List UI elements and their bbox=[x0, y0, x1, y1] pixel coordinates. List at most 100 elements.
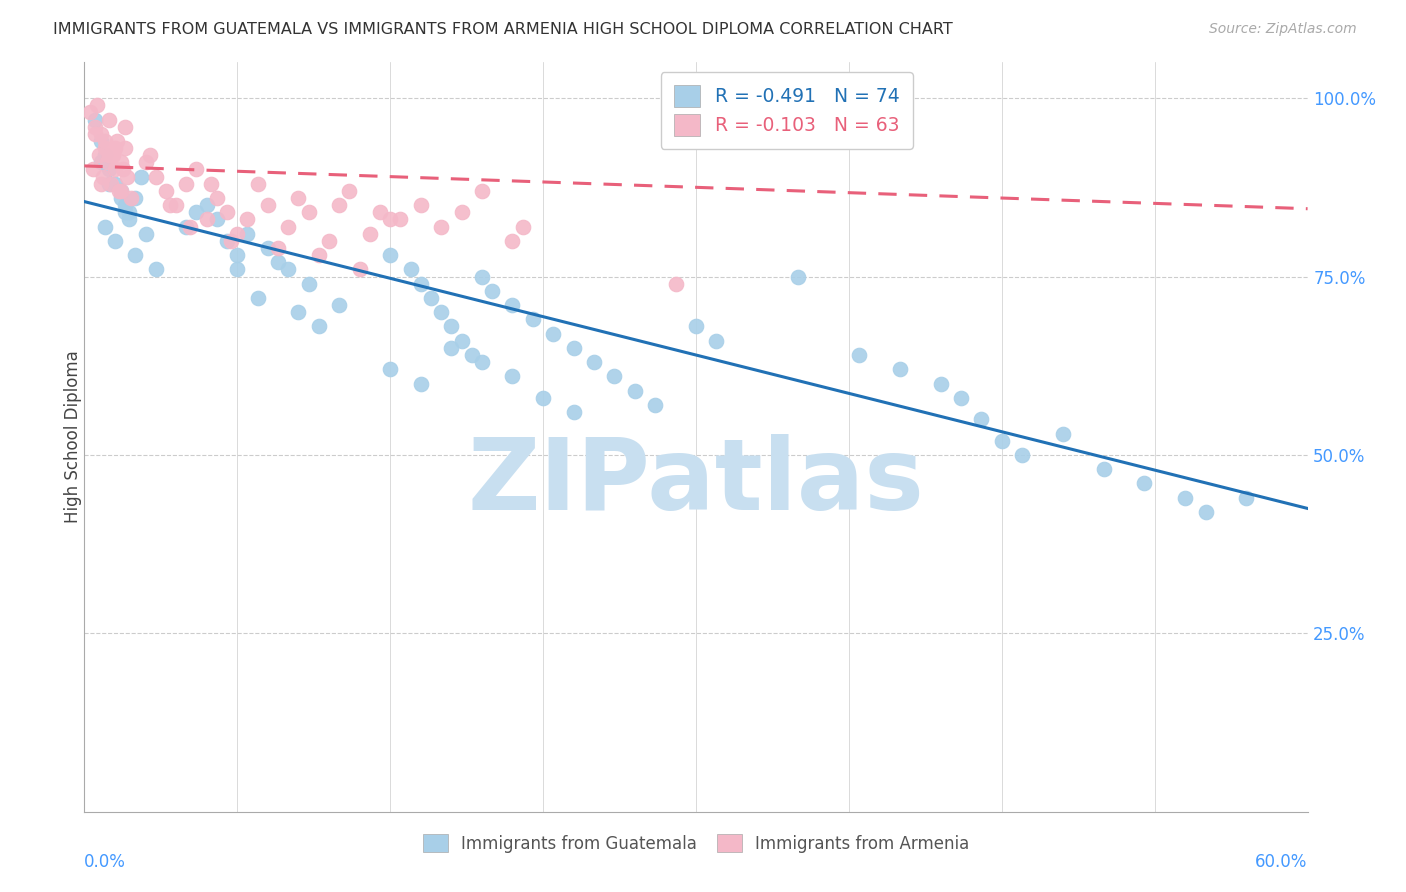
Point bbox=[665, 277, 688, 291]
Point bbox=[389, 212, 412, 227]
Point bbox=[1174, 491, 1197, 505]
Point bbox=[246, 291, 269, 305]
Point bbox=[1195, 505, 1218, 519]
Point bbox=[531, 391, 554, 405]
Point bbox=[562, 341, 585, 355]
Point bbox=[108, 184, 131, 198]
Point bbox=[93, 141, 115, 155]
Point bbox=[409, 376, 432, 391]
Point bbox=[409, 277, 432, 291]
Point bbox=[298, 277, 321, 291]
Legend: Immigrants from Guatemala, Immigrants from Armenia: Immigrants from Guatemala, Immigrants fr… bbox=[416, 828, 976, 860]
Point bbox=[186, 162, 208, 177]
Point bbox=[110, 184, 132, 198]
Point bbox=[430, 219, 453, 234]
Point bbox=[114, 205, 136, 219]
Point bbox=[706, 334, 728, 348]
Point bbox=[349, 262, 371, 277]
Point bbox=[105, 134, 128, 148]
Point bbox=[79, 105, 101, 120]
Point bbox=[138, 148, 160, 162]
Point bbox=[205, 212, 228, 227]
Point bbox=[195, 212, 218, 227]
Point bbox=[104, 177, 127, 191]
Point bbox=[287, 305, 309, 319]
Point bbox=[91, 169, 114, 184]
Point bbox=[145, 262, 167, 277]
Point bbox=[246, 177, 269, 191]
Y-axis label: High School Diploma: High School Diploma bbox=[65, 351, 82, 524]
Point bbox=[430, 305, 453, 319]
Point bbox=[226, 262, 249, 277]
Text: IMMIGRANTS FROM GUATEMALA VS IMMIGRANTS FROM ARMENIA HIGH SCHOOL DIPLOMA CORRELA: IMMIGRANTS FROM GUATEMALA VS IMMIGRANTS … bbox=[53, 22, 953, 37]
Point bbox=[889, 362, 911, 376]
Point bbox=[512, 219, 534, 234]
Point bbox=[114, 198, 136, 212]
Point bbox=[1133, 476, 1156, 491]
Point bbox=[1052, 426, 1074, 441]
Point bbox=[114, 120, 136, 134]
Point bbox=[96, 155, 118, 169]
Point bbox=[159, 198, 181, 212]
Point bbox=[86, 98, 108, 112]
Point bbox=[83, 127, 105, 141]
Point bbox=[991, 434, 1014, 448]
Point bbox=[93, 219, 115, 234]
Point bbox=[131, 169, 153, 184]
Point bbox=[236, 212, 259, 227]
Point bbox=[298, 205, 321, 219]
Point bbox=[217, 234, 239, 248]
Point bbox=[277, 262, 299, 277]
Point bbox=[90, 177, 112, 191]
Point bbox=[257, 198, 280, 212]
Point bbox=[287, 191, 309, 205]
Point bbox=[165, 198, 187, 212]
Point bbox=[440, 319, 463, 334]
Text: Source: ZipAtlas.com: Source: ZipAtlas.com bbox=[1209, 22, 1357, 37]
Point bbox=[1011, 448, 1033, 462]
Point bbox=[236, 227, 259, 241]
Point bbox=[471, 355, 494, 369]
Point bbox=[104, 162, 127, 177]
Point bbox=[100, 177, 122, 191]
Point bbox=[318, 234, 340, 248]
Point bbox=[380, 248, 402, 262]
Point bbox=[471, 269, 494, 284]
Point bbox=[104, 234, 127, 248]
Point bbox=[502, 234, 524, 248]
Text: 60.0%: 60.0% bbox=[1256, 853, 1308, 871]
Point bbox=[1092, 462, 1115, 476]
Point bbox=[450, 205, 472, 219]
Point bbox=[970, 412, 993, 426]
Point bbox=[90, 127, 112, 141]
Point bbox=[97, 112, 120, 127]
Point bbox=[368, 205, 391, 219]
Text: ZIPatlas: ZIPatlas bbox=[468, 434, 924, 531]
Point bbox=[145, 169, 167, 184]
Point bbox=[205, 191, 228, 205]
Point bbox=[118, 205, 141, 219]
Point bbox=[90, 155, 112, 169]
Point bbox=[685, 319, 707, 334]
Point bbox=[118, 212, 141, 227]
Point bbox=[115, 169, 138, 184]
Point bbox=[124, 191, 146, 205]
Point bbox=[120, 191, 142, 205]
Point bbox=[950, 391, 973, 405]
Point bbox=[277, 219, 299, 234]
Point bbox=[200, 177, 222, 191]
Point bbox=[114, 141, 136, 155]
Point bbox=[179, 219, 201, 234]
Point bbox=[90, 134, 112, 148]
Point bbox=[308, 248, 330, 262]
Point bbox=[110, 184, 132, 198]
Point bbox=[399, 262, 422, 277]
Point bbox=[308, 319, 330, 334]
Point bbox=[380, 362, 402, 376]
Point bbox=[787, 269, 810, 284]
Point bbox=[93, 134, 115, 148]
Point bbox=[328, 298, 350, 312]
Point bbox=[848, 348, 870, 362]
Point bbox=[97, 162, 120, 177]
Point bbox=[174, 219, 197, 234]
